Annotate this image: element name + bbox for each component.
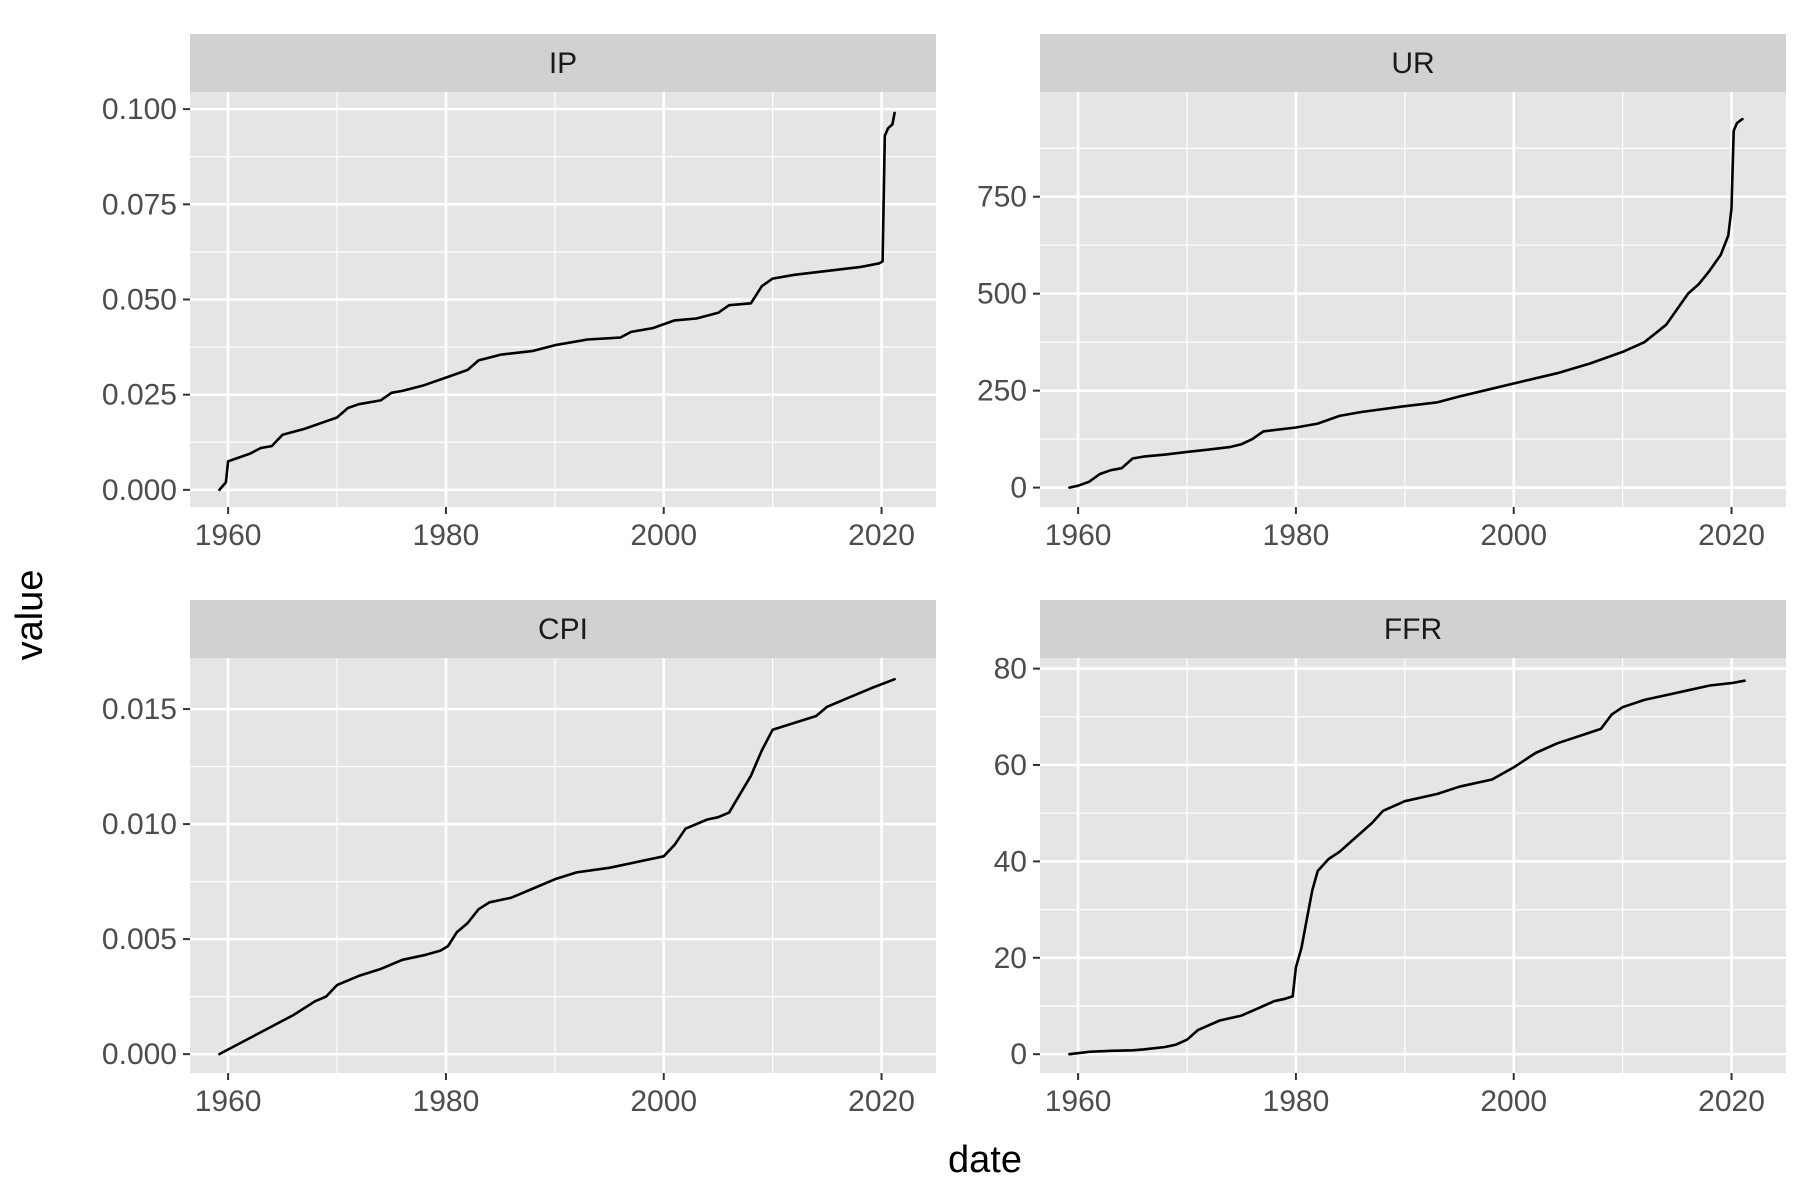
x-tick-label: 2020 [1698,519,1765,552]
y-tick-label: 750 [977,181,1027,214]
x-tick-label: 1980 [413,519,480,552]
y-tick-label: 0.100 [102,93,177,126]
panel-ur: UR 1960 1980 2000 2020 0 250 500 750 [977,34,1786,552]
gridlines-ffr [1040,658,1786,1073]
strip-label-ffr: FFR [1384,613,1442,646]
x-tick-label: 1960 [1045,519,1112,552]
panel-ur-bg [1040,92,1786,507]
strip-cpi-bg [190,600,936,658]
y-tick-label: 0.015 [102,693,177,726]
x-tick-label: 2020 [1698,1085,1765,1118]
x-tick-label: 1980 [1263,519,1330,552]
y-tick-label: 60 [994,749,1027,782]
gridlines-cpi [190,658,936,1073]
x-tick-label: 2000 [630,519,697,552]
gridlines-ip [190,92,936,507]
y-tick-label: 0.050 [102,284,177,317]
y-tick-label: 0.000 [102,1038,177,1071]
series-line-cpi [218,677,896,1056]
x-tick-label: 2020 [848,1085,915,1118]
y-tick-label: 250 [977,375,1027,408]
x-tick-label: 2000 [1480,519,1547,552]
strip-label-ur: UR [1391,47,1434,80]
series-line-ip [218,111,896,492]
y-tick-label: 0 [1010,1038,1027,1071]
strip-ur-bg [1040,34,1786,92]
y-tick-label: 20 [994,942,1027,975]
panel-ip: IP 1960 1980 2000 2020 0.000 0.025 0.050 0.075 0.… [102,34,936,552]
series-line-ur [1068,117,1744,489]
y-tick-label: 40 [994,845,1027,878]
strip-ffr-bg [1040,600,1786,658]
y-axis-title: value [9,570,51,661]
panel-ffr-bg [1040,658,1786,1073]
x-axis-title: date [948,1139,1022,1181]
strip-ip-bg [190,34,936,92]
y-tick-label: 0.025 [102,379,177,412]
x-tick-label: 2000 [630,1085,697,1118]
y-tick-label: 0.075 [102,188,177,221]
y-tick-label: 0.005 [102,923,177,956]
y-tick-label: 0.010 [102,808,177,841]
y-tick-label: 500 [977,278,1027,311]
x-tick-label: 1960 [1045,1085,1112,1118]
x-tick-label: 1980 [413,1085,480,1118]
x-tick-label: 1960 [195,519,262,552]
x-tick-label: 2000 [1480,1085,1547,1118]
series-line-ffr [1068,679,1746,1056]
y-tick-label: 0 [1010,472,1027,505]
panel-cpi: CPI 1960 1980 2000 2020 0.000 0.005 0.010 0.015 [102,600,936,1118]
panel-ffr: FFR 1960 1980 2000 2020 0 20 40 60 80 [994,600,1786,1118]
strip-label-ip: IP [549,47,577,80]
strip-label-cpi: CPI [538,613,588,646]
x-tick-label: 1960 [195,1085,262,1118]
panel-cpi-bg [190,658,936,1073]
y-tick-label: 0.000 [102,474,177,507]
x-tick-label: 2020 [848,519,915,552]
x-tick-label: 1980 [1263,1085,1330,1118]
y-tick-label: 80 [994,653,1027,686]
